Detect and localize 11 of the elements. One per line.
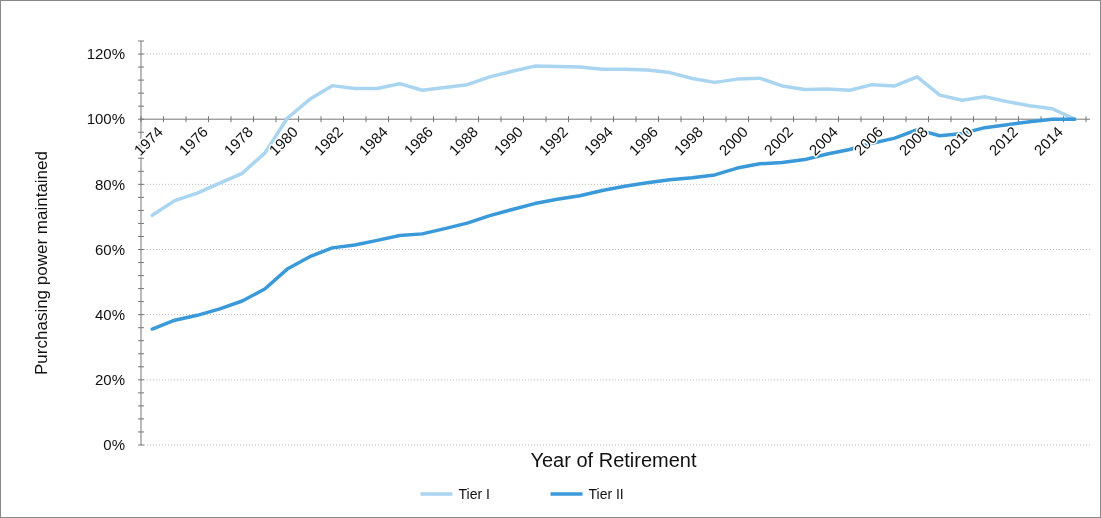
y-tick-label: 60% bbox=[94, 240, 125, 258]
legend-label: Tier I bbox=[458, 485, 490, 502]
y-tick-label: 40% bbox=[94, 305, 125, 323]
y-tick-label: 0% bbox=[103, 436, 125, 454]
x-axis-title: Year of Retirement bbox=[530, 449, 697, 471]
legend-label: Tier II bbox=[588, 485, 624, 502]
y-tick-label: 80% bbox=[94, 175, 125, 193]
y-axis-title: Purchasing power maintained bbox=[32, 151, 51, 375]
y-tick-label: 20% bbox=[94, 371, 125, 389]
y-tick-label: 100% bbox=[86, 110, 125, 128]
y-tick-label: 120% bbox=[86, 45, 125, 63]
